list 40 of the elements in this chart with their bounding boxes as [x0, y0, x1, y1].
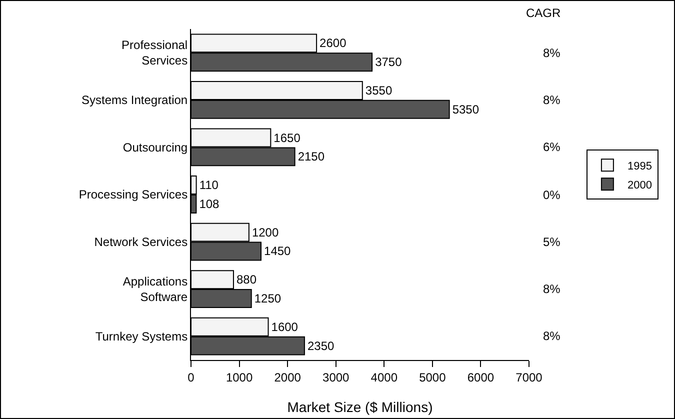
legend-label: 1995	[627, 160, 652, 172]
data-label: 880	[236, 272, 257, 287]
data-label: 2350	[307, 338, 334, 353]
text: 8%	[543, 329, 561, 343]
x-tick-label: 1000	[226, 370, 253, 384]
x-tick-label: 5000	[419, 370, 446, 384]
y-tick-label: Network Services	[94, 234, 188, 249]
data-label: 108	[199, 196, 220, 211]
text: 6%	[543, 140, 561, 154]
data-label: 3750	[375, 55, 402, 70]
text: CAGR	[526, 6, 562, 20]
y-tick-label: Professional Services	[122, 38, 188, 68]
x-tick-label: 7000	[516, 370, 543, 384]
data-label: 3550	[365, 83, 392, 98]
data-label: 2600	[320, 36, 347, 50]
y-tick-label: Outsourcing	[122, 140, 188, 154]
text: 5%	[543, 235, 561, 249]
x-tick-label: 3000	[322, 370, 350, 384]
data-label: 1200	[252, 225, 279, 240]
data-label: 1450	[264, 244, 292, 258]
data-label: 1600	[271, 320, 298, 334]
y-tick-label: Processing Services	[78, 188, 188, 202]
x-tick-label: 4000	[370, 370, 398, 384]
text: 8%	[543, 93, 561, 107]
text: 8%	[543, 282, 561, 296]
data-label: 1250	[254, 292, 282, 306]
x-axis-title: Market Size ($ Millions)	[287, 399, 433, 415]
data-label: 5350	[452, 102, 480, 116]
data-label: 2150	[298, 150, 325, 164]
y-tick-label: Systems Integration	[82, 93, 188, 108]
y-tick-label: Turnkey Systems	[95, 330, 188, 344]
y-tick-label: Applications Software	[122, 274, 188, 304]
data-label: 110	[199, 178, 219, 192]
x-tick-label: 6000	[467, 370, 494, 384]
x-tick-label: 2000	[274, 370, 302, 384]
legend-label: 2000	[627, 179, 652, 192]
text: 0%	[543, 188, 561, 202]
data-label: 1650	[274, 130, 301, 145]
x-tick-label: 0	[188, 370, 195, 384]
text: 8%	[543, 46, 561, 60]
